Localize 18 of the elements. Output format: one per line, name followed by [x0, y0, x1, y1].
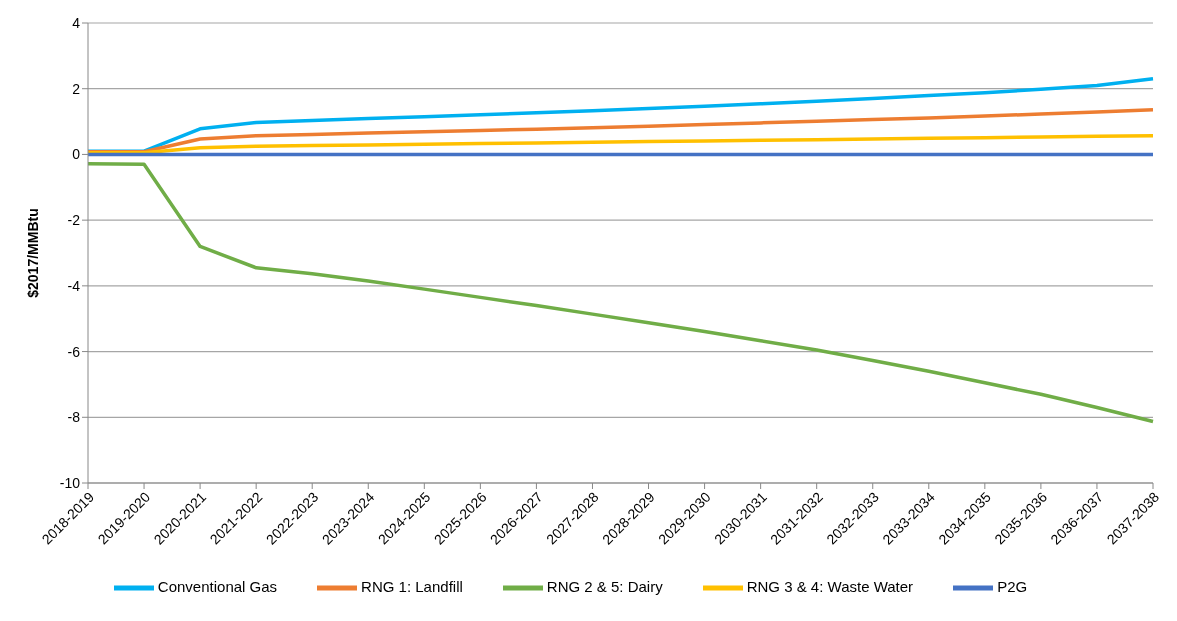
y-tick-label: -10: [59, 474, 81, 491]
y-tick-label: 4: [72, 14, 81, 31]
y-tick-label: 2: [72, 80, 81, 97]
line-series: [86, 161, 1155, 424]
legend-label: Conventional Gas: [157, 577, 278, 595]
y-tick-label: -2: [67, 212, 81, 229]
line-series: [86, 77, 1155, 153]
y-tick-label: -8: [67, 409, 81, 426]
legend-label: RNG 3 & 4: Waste Water: [746, 577, 914, 595]
legend-label: RNG 1: Landfill: [361, 577, 463, 595]
y-tick-label: 0: [72, 146, 81, 163]
y-tick-label: -6: [67, 343, 81, 360]
line-series: [86, 107, 1155, 154]
legend-label: P2G: [997, 577, 1028, 595]
y-axis-title: $2017/MMBtu: [24, 208, 41, 298]
line-series: [86, 133, 1155, 155]
legend-label: RNG 2 & 5: Dairy: [546, 577, 663, 595]
y-tick-label: -4: [67, 277, 81, 294]
